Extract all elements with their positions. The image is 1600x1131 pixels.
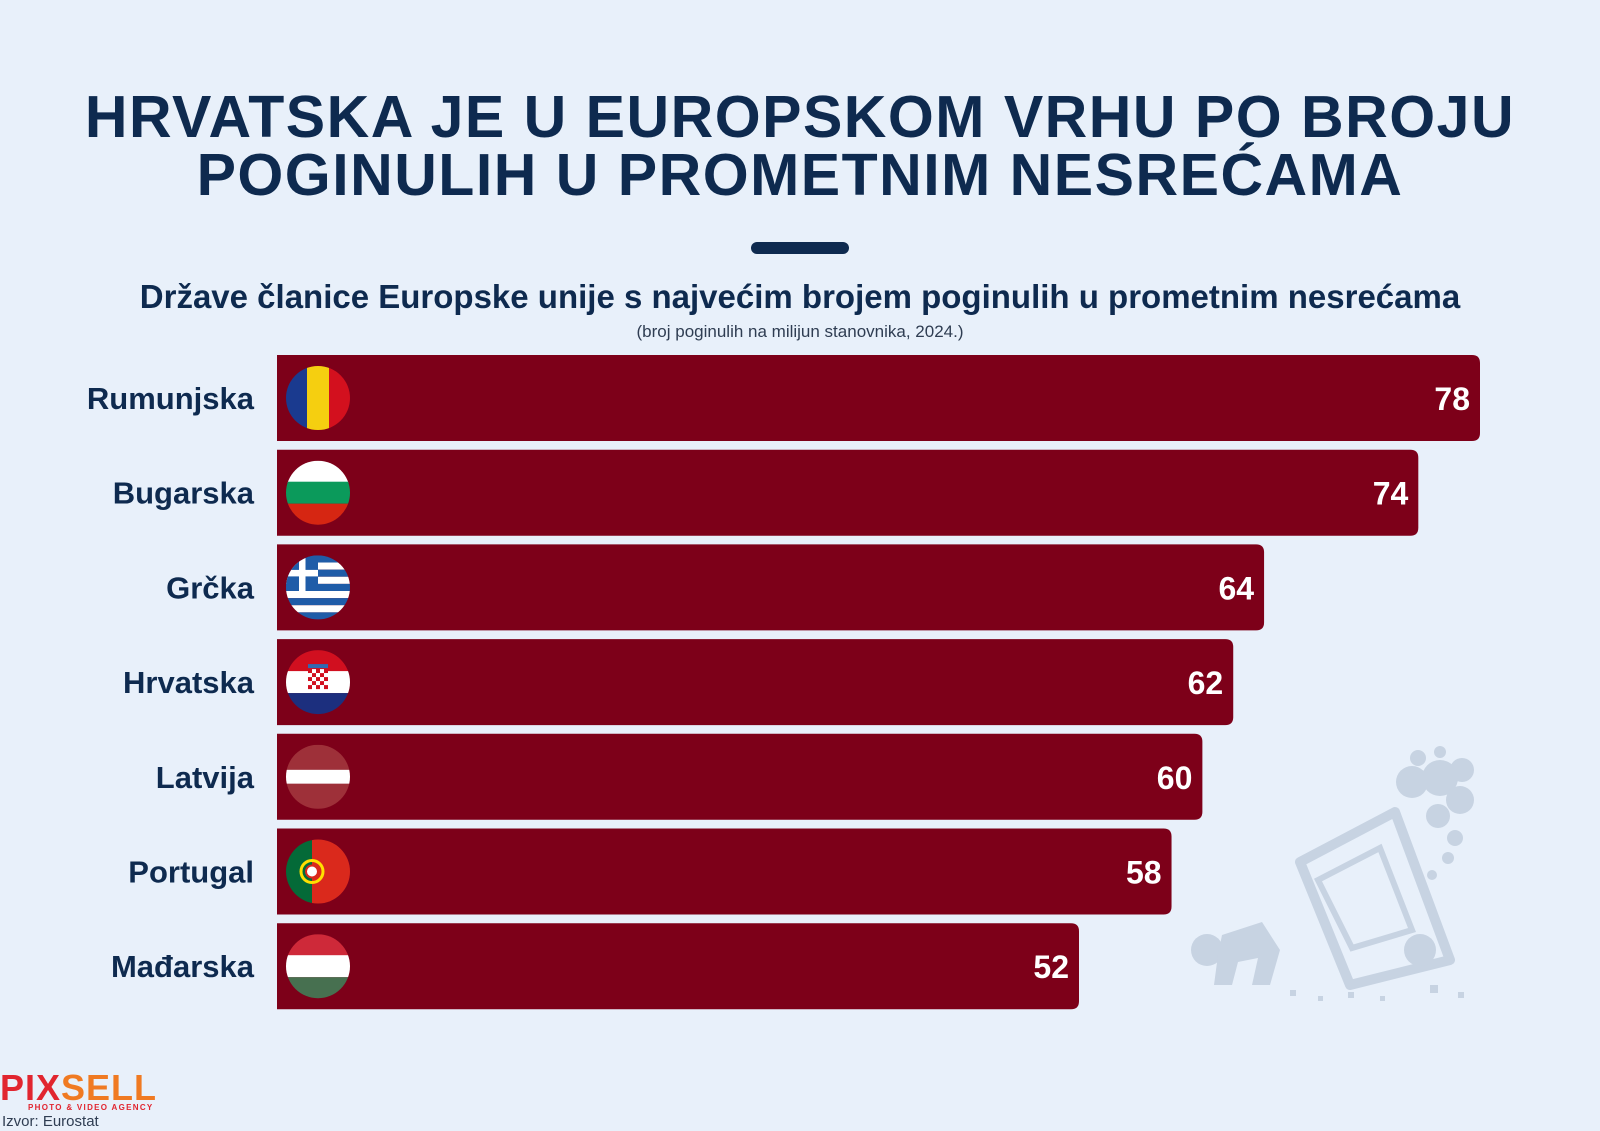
car-crash-illustration <box>1191 746 1474 1001</box>
bar-bugarska <box>277 449 1419 536</box>
bar-rumunjska <box>277 355 1480 441</box>
chart-subtitle: Države članice Europske unije s najvećim… <box>139 278 1461 315</box>
title-line-1: HRVATSKA JE U EUROPSKOM VRHU PO BROJU <box>84 84 1516 150</box>
title-divider <box>751 242 849 254</box>
value-label: 78 <box>1434 381 1470 417</box>
value-label: 60 <box>1157 760 1193 796</box>
value-label: 62 <box>1188 665 1224 701</box>
croatia-flag-icon <box>286 650 350 715</box>
chart-bars: Rumunjska 78 Bugarska 74 Grčka 64 Hrvatska 62 La… <box>87 355 1480 1010</box>
value-label: 52 <box>1033 949 1069 985</box>
logo-part-2: SELL <box>61 1067 158 1108</box>
logo-part-1: PIX <box>0 1067 62 1108</box>
bar-portugal <box>277 828 1172 915</box>
bar-hrvatska <box>277 639 1234 726</box>
chart-unit-note: (broj poginulih na milijun stanovnika, 2… <box>636 322 964 341</box>
category-label: Portugal <box>128 855 254 890</box>
page-title: HRVATSKA JE U EUROPSKOM VRHU PO BROJU PO… <box>0 84 1600 208</box>
logo-tagline: PHOTO & VIDEO AGENCY <box>28 1103 154 1112</box>
value-label: 64 <box>1218 570 1254 606</box>
bar-mađarska <box>277 923 1079 1010</box>
bar-latvija <box>277 733 1203 820</box>
category-label: Rumunjska <box>87 381 255 416</box>
romania-flag-icon <box>286 366 350 430</box>
portugal-flag-icon <box>286 839 350 904</box>
greece-flag-icon <box>286 555 350 620</box>
value-label: 74 <box>1373 476 1409 512</box>
source-note: Izvor: Eurostat <box>2 1113 99 1130</box>
pixsell-logo: PIXSELL <box>0 1070 157 1106</box>
title-line-2: POGINULIH U PROMETNIM NESREĆAMA <box>196 142 1404 208</box>
category-label: Bugarska <box>113 476 255 511</box>
bar-grčka <box>277 544 1265 631</box>
category-label: Mađarska <box>111 949 255 984</box>
category-label: Grčka <box>166 570 255 605</box>
value-label: 58 <box>1126 855 1162 891</box>
category-label: Latvija <box>156 760 255 795</box>
category-label: Hrvatska <box>123 665 255 700</box>
bulgaria-flag-icon <box>286 460 350 525</box>
hungary-flag-icon <box>286 934 350 999</box>
